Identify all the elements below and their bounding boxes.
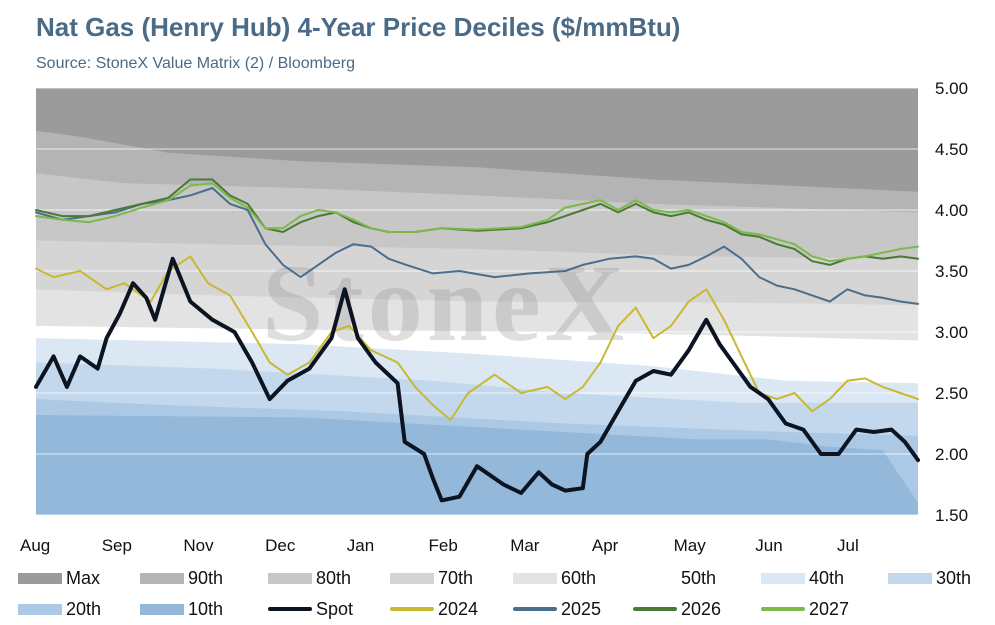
chart-canvas: StoneX 5.004.504.003.503.002.502.001.50 … xyxy=(20,79,968,555)
legend-item-70th: 70th xyxy=(390,566,473,590)
legend-item-2025: 2025 xyxy=(513,597,601,621)
y-tick-label: 3.50 xyxy=(935,262,968,281)
legend-swatch xyxy=(140,572,184,584)
x-tick-label: Nov xyxy=(183,536,214,555)
legend-swatch xyxy=(761,607,805,611)
chart-title: Nat Gas (Henry Hub) 4-Year Price Deciles… xyxy=(36,12,681,42)
x-tick-label: May xyxy=(674,536,707,555)
y-tick-label: 3.00 xyxy=(935,323,968,342)
legend-item-spot: Spot xyxy=(268,597,353,621)
legend-label: 10th xyxy=(188,598,224,619)
y-tick-label: 2.50 xyxy=(935,384,968,403)
series-line-2024 xyxy=(35,255,919,421)
legend-item-max: Max xyxy=(18,566,100,590)
y-tick-label: 4.50 xyxy=(935,140,968,159)
y-tick-label: 5.00 xyxy=(935,79,968,98)
legend-item-2026: 2026 xyxy=(633,597,721,621)
legend-label: 80th xyxy=(316,567,352,588)
legend-label: 20th xyxy=(66,598,102,619)
legend-label: 2025 xyxy=(561,598,602,619)
x-tick-label: Mar xyxy=(510,536,540,555)
legend-swatch xyxy=(513,607,557,611)
legend-swatch xyxy=(633,572,677,584)
legend-item-50th: 50th xyxy=(633,566,716,590)
x-tick-label: Apr xyxy=(592,536,619,555)
legend-item-2024: 2024 xyxy=(390,597,478,621)
legend-swatch xyxy=(633,607,677,611)
legend-label: 30th xyxy=(936,567,972,588)
legend-item-20th: 20th xyxy=(18,597,101,621)
legend-label: 90th xyxy=(188,567,224,588)
legend-label: 2026 xyxy=(681,598,722,619)
legend-label: Max xyxy=(66,567,101,588)
series-line-2025 xyxy=(35,187,919,305)
legend-label: 70th xyxy=(438,567,474,588)
x-tick-label: Jun xyxy=(755,536,782,555)
series-line-spot xyxy=(34,256,920,503)
y-tick-label: 4.00 xyxy=(935,201,968,220)
y-tick-label: 1.50 xyxy=(935,506,968,525)
x-tick-label: Dec xyxy=(265,536,296,555)
x-tick-label: Feb xyxy=(429,536,458,555)
legend-swatch xyxy=(18,603,62,615)
x-tick-label: Jul xyxy=(837,536,859,555)
watermark-text: StoneX xyxy=(262,242,628,364)
x-tick-label: Aug xyxy=(20,536,50,555)
legend-item-2027: 2027 xyxy=(761,597,849,621)
legend-item-40th: 40th xyxy=(761,566,844,590)
legend-item-80th: 80th xyxy=(268,566,351,590)
legend-swatch xyxy=(18,572,62,584)
legend-item-10th: 10th xyxy=(140,597,223,621)
legend-item-30th: 30th xyxy=(888,566,971,590)
legend-swatch xyxy=(513,572,557,584)
legend-label: 60th xyxy=(561,567,597,588)
legend-item-60th: 60th xyxy=(513,566,596,590)
legend-label: 2027 xyxy=(809,598,850,619)
legend-swatch xyxy=(268,572,312,584)
chart-subtitle: Source: StoneX Value Matrix (2) / Bloomb… xyxy=(36,55,355,72)
x-tick-label: Sep xyxy=(102,536,132,555)
y-axis-ticks: 5.00 4.50 4.00 3.50 3.00 2.50 2.00 1.50 xyxy=(935,79,968,525)
legend-label: Spot xyxy=(316,598,354,619)
legend-label: 50th xyxy=(681,567,717,588)
legend-item-90th: 90th xyxy=(140,566,223,590)
legend-label: 2024 xyxy=(438,598,479,619)
legend-swatch xyxy=(761,572,805,584)
x-axis-ticks: Aug Sep Nov Dec Jan Feb Mar Apr May Jun Jul xyxy=(20,536,859,555)
legend-swatch xyxy=(140,603,184,615)
legend-swatch xyxy=(390,607,434,611)
legend-swatch xyxy=(390,572,434,584)
y-tick-label: 2.00 xyxy=(935,445,968,464)
series-line-2026 xyxy=(35,178,919,266)
legend-swatch xyxy=(888,572,932,584)
price-series xyxy=(34,178,920,503)
grid-lines xyxy=(36,87,918,516)
series-line-2027 xyxy=(35,182,919,263)
legend-label: 40th xyxy=(809,567,845,588)
x-tick-label: Jan xyxy=(347,536,374,555)
legend-swatch xyxy=(268,607,312,611)
